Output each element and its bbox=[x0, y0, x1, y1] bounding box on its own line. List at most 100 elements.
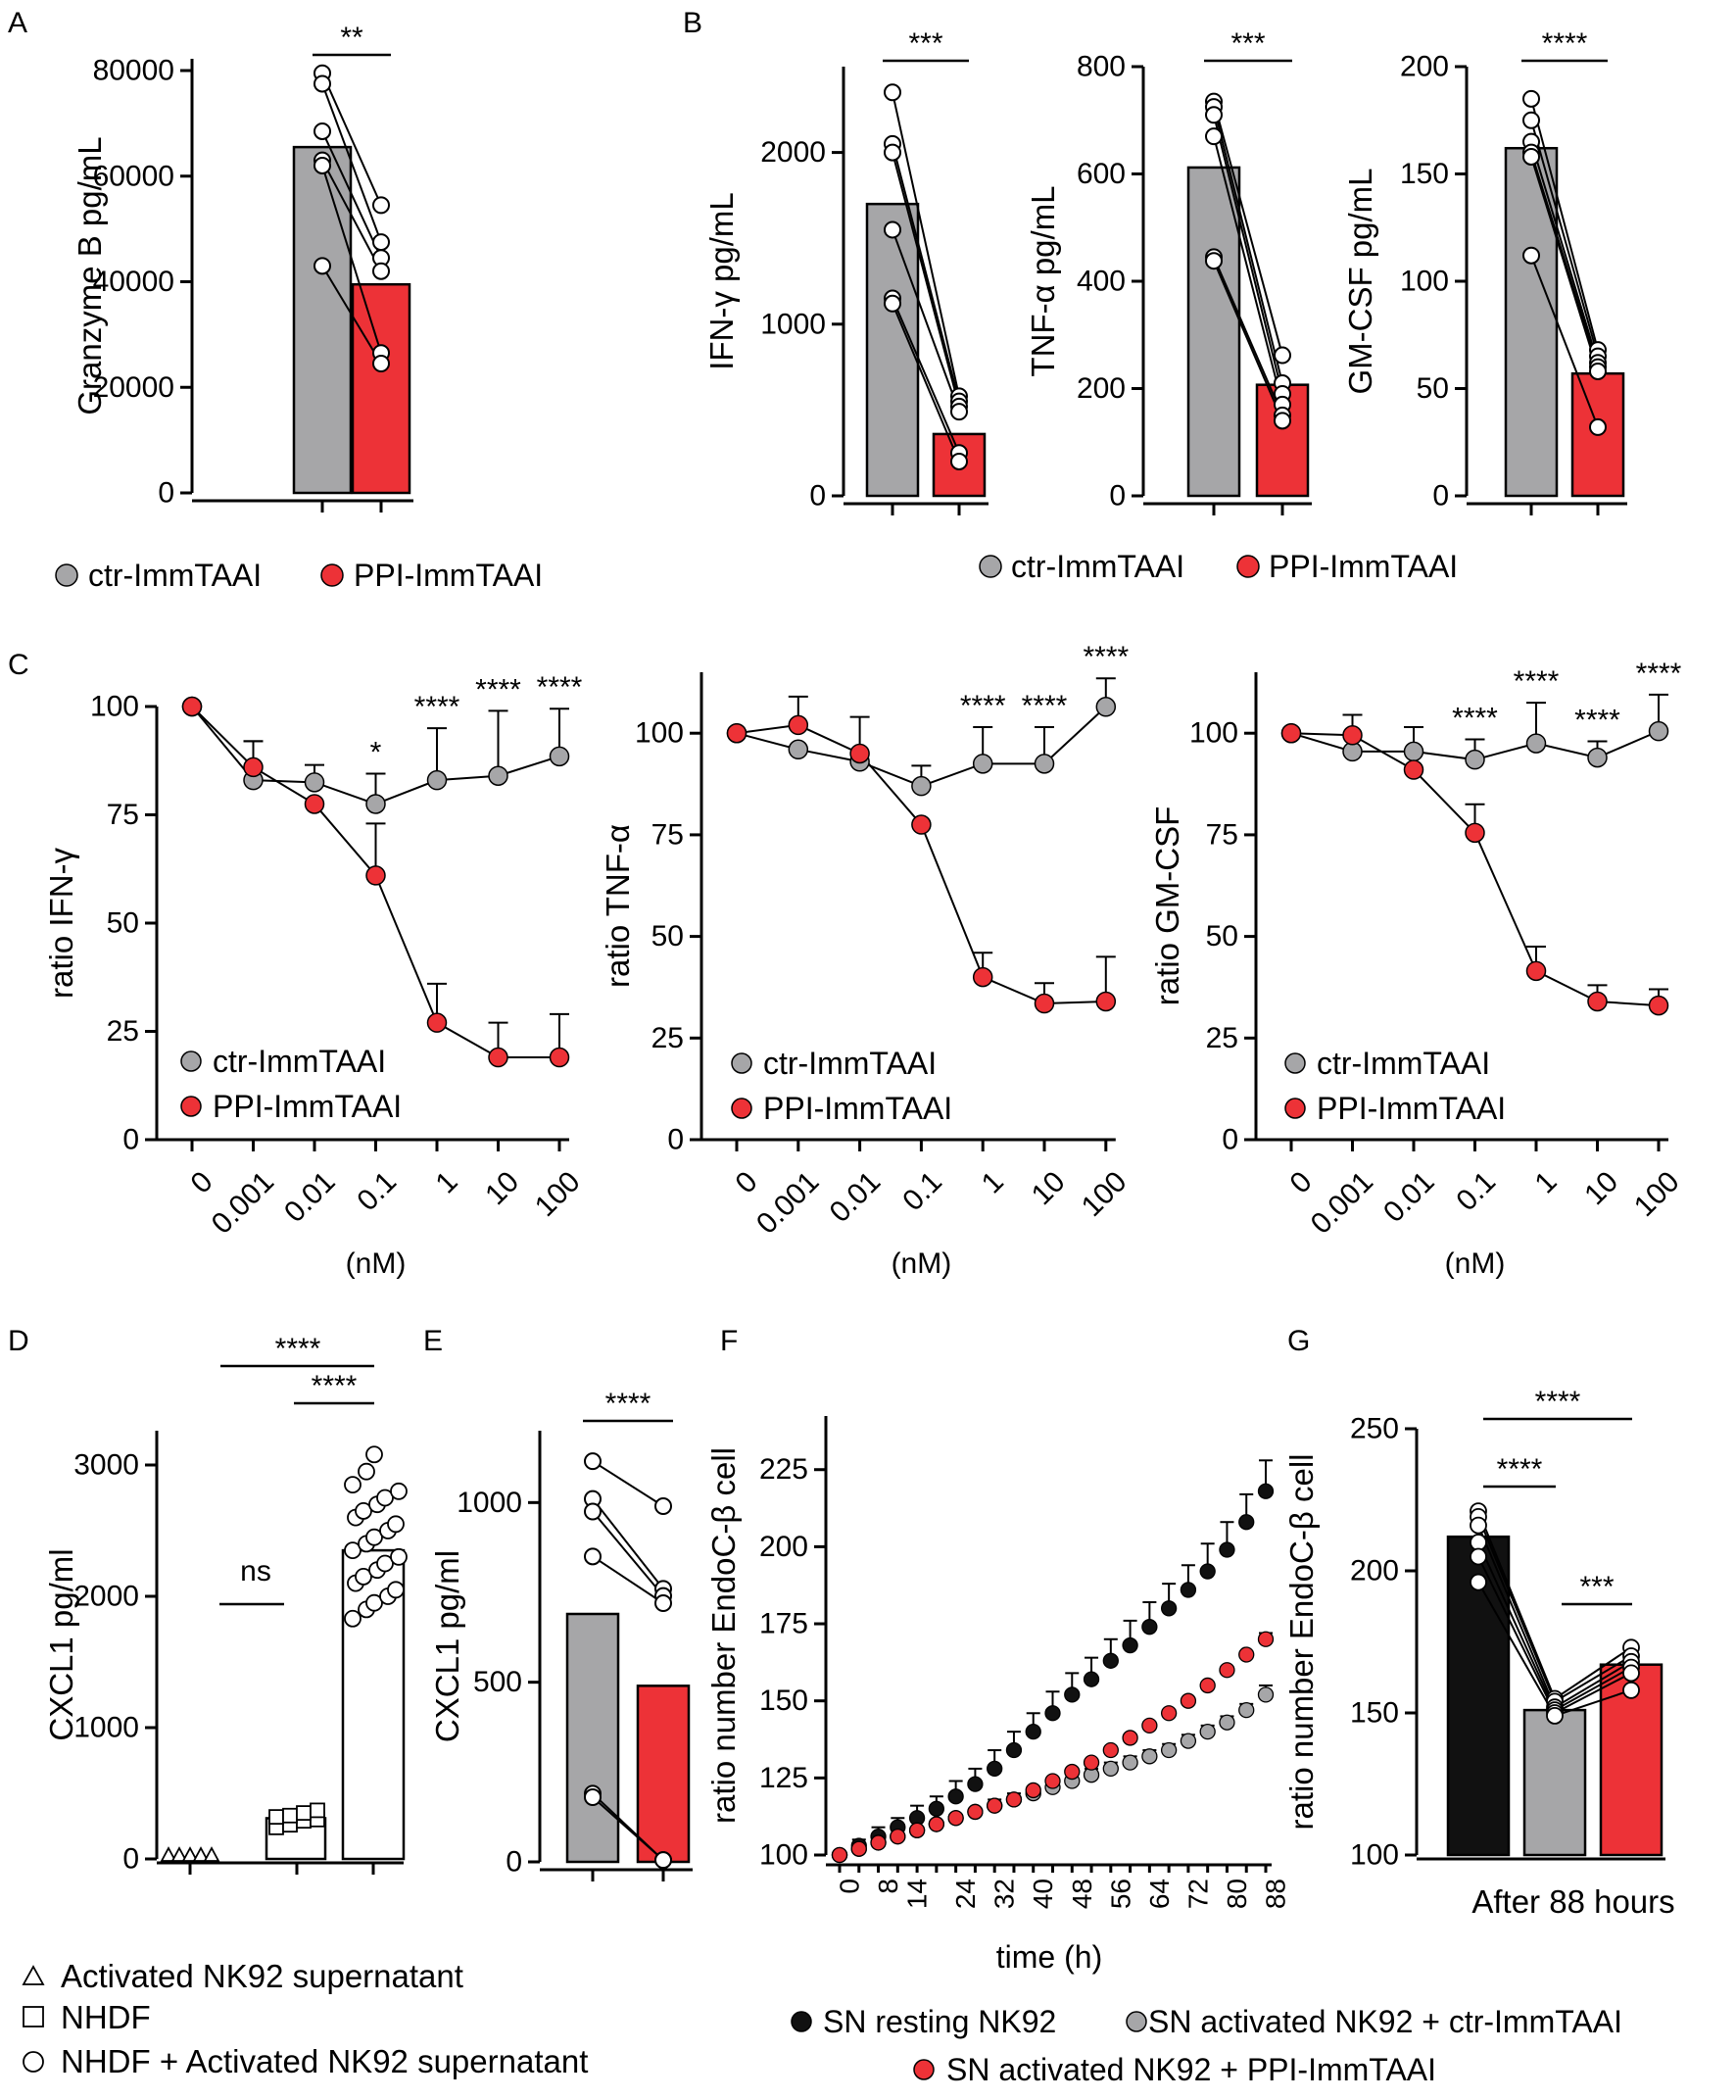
paired-line bbox=[592, 1510, 664, 1597]
y-tick-label: 175 bbox=[759, 1608, 808, 1640]
series-point bbox=[870, 1834, 887, 1851]
x-tick-label: 1 bbox=[976, 1165, 1010, 1199]
y-tick-label: 125 bbox=[759, 1762, 808, 1794]
y-tick-label: 3000 bbox=[73, 1449, 139, 1482]
data-point bbox=[884, 220, 901, 239]
x-tick-label: 24 bbox=[950, 1879, 981, 1909]
data-point bbox=[387, 1515, 405, 1534]
series-point bbox=[967, 1776, 984, 1792]
series-point bbox=[1219, 1714, 1235, 1731]
data-point bbox=[1589, 362, 1607, 380]
panel-label: B bbox=[683, 7, 702, 39]
data-point-triangle bbox=[160, 1846, 177, 1862]
data-point bbox=[884, 83, 901, 102]
legend-marker-ctr bbox=[55, 563, 78, 587]
bar-ppi-immtaai bbox=[636, 1685, 691, 1864]
y-tick-label: 75 bbox=[1206, 818, 1238, 851]
x-tick-label: 100 bbox=[1628, 1165, 1686, 1223]
y-tick-label: 80000 bbox=[93, 55, 174, 87]
y-axis-label: ratio GM-CSF bbox=[1149, 806, 1185, 1006]
series-point bbox=[304, 772, 325, 793]
significance-label: ns bbox=[240, 1555, 271, 1587]
y-tick-label: 20000 bbox=[93, 371, 174, 404]
x-axis-label: After 88 hours bbox=[1471, 1883, 1674, 1920]
series-point bbox=[1342, 725, 1363, 746]
x-tick-label: 0.001 bbox=[750, 1165, 825, 1240]
series-point bbox=[1238, 1646, 1255, 1663]
legend-label-ctr: ctr-ImmTAAI bbox=[88, 558, 262, 593]
x-tick-label: 40 bbox=[1028, 1879, 1058, 1909]
x-tick-label: 32 bbox=[989, 1879, 1020, 1909]
significance-label: **** bbox=[960, 690, 1006, 722]
series-point bbox=[1044, 1773, 1061, 1789]
legend-label-nhdf-nk92: NHDF + Activated NK92 supernatant bbox=[61, 2043, 588, 2079]
x-tick-label: 0.01 bbox=[824, 1165, 888, 1229]
x-tick-label: 10 bbox=[1578, 1165, 1624, 1211]
legend-marker-ppi bbox=[731, 1098, 752, 1119]
y-tick-label: 800 bbox=[1077, 51, 1126, 83]
y-tick-label: 0 bbox=[506, 1846, 522, 1879]
series-point bbox=[1025, 1782, 1041, 1799]
series-point bbox=[911, 775, 932, 797]
x-axis-label: time (h) bbox=[996, 1939, 1102, 1975]
series-point bbox=[1525, 960, 1547, 982]
series-point bbox=[1160, 1600, 1178, 1617]
y-tick-label: 150 bbox=[759, 1685, 808, 1717]
x-tick-label: 48 bbox=[1067, 1879, 1097, 1909]
legend-label-ctr: ctr-ImmTAAI bbox=[213, 1044, 386, 1079]
series-point bbox=[1180, 1692, 1197, 1709]
y-tick-label: 100 bbox=[1350, 1839, 1399, 1872]
paired-line bbox=[592, 1498, 664, 1589]
y-tick-label: 400 bbox=[1077, 266, 1126, 298]
legend-label-nhdf: NHDF bbox=[61, 1999, 151, 2035]
data-point bbox=[1470, 1573, 1487, 1591]
x-tick-label: 0.1 bbox=[351, 1165, 403, 1217]
series-point bbox=[549, 746, 570, 767]
data-point bbox=[372, 233, 390, 252]
series-point bbox=[1064, 1686, 1081, 1703]
series-point bbox=[849, 743, 870, 764]
series-point bbox=[1034, 754, 1055, 774]
series-point bbox=[967, 1803, 984, 1821]
paired-line bbox=[1530, 120, 1599, 357]
significance-label: **** bbox=[1083, 641, 1129, 673]
data-point bbox=[365, 1528, 383, 1546]
paired-line bbox=[592, 1796, 664, 1861]
x-tick-label: 1 bbox=[430, 1165, 464, 1199]
x-tick-label: 0.01 bbox=[1377, 1165, 1441, 1229]
paired-line bbox=[321, 130, 382, 259]
data-point bbox=[1622, 1681, 1640, 1699]
data-point bbox=[313, 122, 331, 140]
y-tick-label: 50 bbox=[651, 920, 684, 952]
data-point bbox=[1470, 1547, 1487, 1566]
x-tick-label: 10 bbox=[479, 1165, 525, 1211]
x-tick-label: 0.01 bbox=[278, 1165, 342, 1229]
data-point bbox=[950, 403, 968, 421]
data-point bbox=[365, 1593, 383, 1612]
legend-label-nk92-supernatant: Activated NK92 supernatant bbox=[61, 1958, 463, 1994]
y-tick-label: 100 bbox=[1400, 266, 1449, 298]
series-point bbox=[972, 966, 993, 988]
y-tick-label: 0 bbox=[1222, 1124, 1238, 1156]
data-point bbox=[355, 1568, 372, 1586]
paired-line bbox=[321, 160, 382, 272]
series-point bbox=[1199, 1724, 1216, 1740]
significance-label: **** bbox=[1514, 665, 1560, 698]
series-point bbox=[726, 722, 747, 744]
y-tick-label: 225 bbox=[759, 1453, 808, 1486]
significance-label: * bbox=[370, 737, 382, 769]
legend-marker-square bbox=[23, 2006, 44, 2027]
y-tick-label: 75 bbox=[107, 799, 139, 831]
legend-label-ppi: PPI-ImmTAAI bbox=[354, 558, 543, 593]
y-tick-label: 100 bbox=[90, 691, 139, 723]
x-tick-label: 80 bbox=[1222, 1879, 1252, 1909]
series-point bbox=[1587, 747, 1608, 768]
series-point bbox=[1005, 1741, 1023, 1759]
x-tick-label: 56 bbox=[1105, 1879, 1135, 1909]
paired-line bbox=[892, 303, 960, 463]
paired-line bbox=[1213, 101, 1283, 356]
panel-label: G bbox=[1287, 1325, 1310, 1357]
x-tick-label: 0.1 bbox=[1450, 1165, 1502, 1217]
series-point bbox=[1403, 759, 1424, 780]
